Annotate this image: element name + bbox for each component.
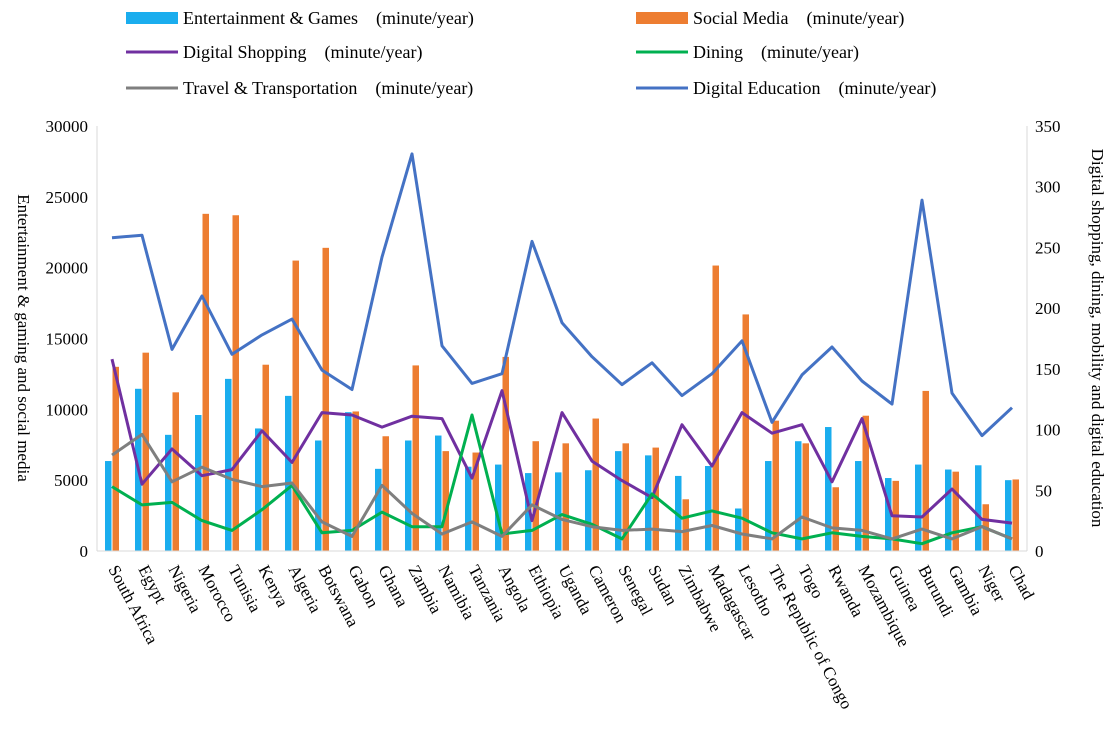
y-axis-right-title: Digital shopping, dining, mobility and d… [1088,149,1107,528]
bar-entertainment-games [105,461,112,551]
bar-social-media [382,436,389,551]
bar-entertainment-games [945,469,952,551]
y-left-tick-label: 10000 [46,400,89,419]
bar-entertainment-games [435,435,442,551]
bar-social-media [802,443,809,551]
y-right-tick-label: 100 [1035,421,1061,440]
bar-social-media [772,420,779,551]
line-digital-shopping [110,358,1013,525]
bar-social-media [592,418,599,551]
bar-social-media [322,247,329,552]
y-left-tick-label: 0 [80,542,89,561]
bar-entertainment-games [885,478,892,551]
bar-entertainment-games [735,508,742,551]
legend-entry-label: Entertainment & Games (minute/year) [183,8,474,29]
bar-social-media [1012,479,1019,551]
bar-entertainment-games [1005,480,1012,551]
bar-entertainment-games [225,378,232,551]
x-tick-label: Chad [1004,562,1038,603]
legend-entry-label: Social Media (minute/year) [693,8,904,29]
bar-entertainment-games [315,440,322,551]
legend: Entertainment & Games (minute/year) Socia… [126,8,936,99]
y-right-tick-label: 350 [1035,117,1061,136]
bar-entertainment-games [285,395,292,551]
y-axis-left-title: Entertainment & gaming and social media [14,194,33,482]
line-travel-transportation [111,432,1013,541]
bar-entertainment-games [555,472,562,551]
bar-social-media [472,452,479,551]
axes: 0 5000 10000 15000 20000 25000 30000 0 50 100 150 2… [46,117,1061,712]
bar-entertainment-games [795,441,802,551]
y-left-tick-label: 15000 [46,330,89,349]
bar-social-media [442,451,449,551]
bar-entertainment-games [855,461,862,551]
bar-entertainment-games [495,464,502,551]
legend-entry-label: Digital Shopping (minute/year) [183,42,422,63]
bar-entertainment-games [585,470,592,551]
bar-social-media [712,265,719,551]
bar-entertainment-games [975,465,982,551]
bar-social-media [202,213,209,552]
bar-social-media [742,314,749,551]
bar-social-media [862,415,869,551]
bar-social-media [292,260,299,551]
bar-entertainment-games [375,468,382,551]
y-right-tick-label: 50 [1035,481,1052,500]
bar-social-media [562,443,569,551]
bar-entertainment-games [465,466,472,551]
bar-entertainment-games [705,466,712,551]
legend-entry-label: Digital Education (minute/year) [693,78,936,99]
bar-entertainment-games [825,427,832,551]
legend-entry-label: Travel & Transportation (minute/year) [183,78,473,99]
bar-social-media [622,443,629,551]
y-left-tick-label: 25000 [46,188,89,207]
y-right-tick-label: 250 [1035,238,1061,257]
bar-social-media [112,366,119,551]
legend-swatch [636,12,688,24]
bar-social-media [502,356,509,551]
bar-social-media [172,392,179,551]
bar-social-media [412,365,419,551]
y-left-tick-label: 20000 [46,259,89,278]
bar-social-media [352,411,359,551]
bar-entertainment-games [165,434,172,551]
y-right-tick-label: 300 [1035,178,1061,197]
y-left-tick-label: 5000 [54,471,88,490]
line-digital-education [111,152,1014,438]
bar-entertainment-games [915,464,922,551]
bar-entertainment-games [255,428,262,551]
bar-entertainment-games [345,412,352,551]
bar-social-media [832,487,839,551]
bar-entertainment-games [195,415,202,551]
y-left-tick-label: 30000 [46,117,89,136]
bar-entertainment-games [405,440,412,551]
bar-social-media [232,215,239,551]
bar-entertainment-games [525,473,532,551]
bar-entertainment-games [645,455,652,551]
bar-social-media [922,390,929,551]
bar-entertainment-games [615,451,622,551]
y-right-tick-label: 200 [1035,299,1061,318]
plot-area [105,152,1019,552]
bar-social-media [262,364,269,551]
legend-swatch [126,12,178,24]
bar-social-media [142,352,149,551]
line-dining [111,413,1013,546]
bar-social-media [652,447,659,551]
legend-entry-label: Dining (minute/year) [693,42,859,63]
y-right-tick-label: 0 [1035,542,1044,561]
bar-social-media [952,471,959,551]
bar-social-media [532,441,539,551]
y-right-tick-label: 150 [1035,360,1061,379]
bar-social-media [682,499,689,551]
bar-entertainment-games [765,461,772,551]
